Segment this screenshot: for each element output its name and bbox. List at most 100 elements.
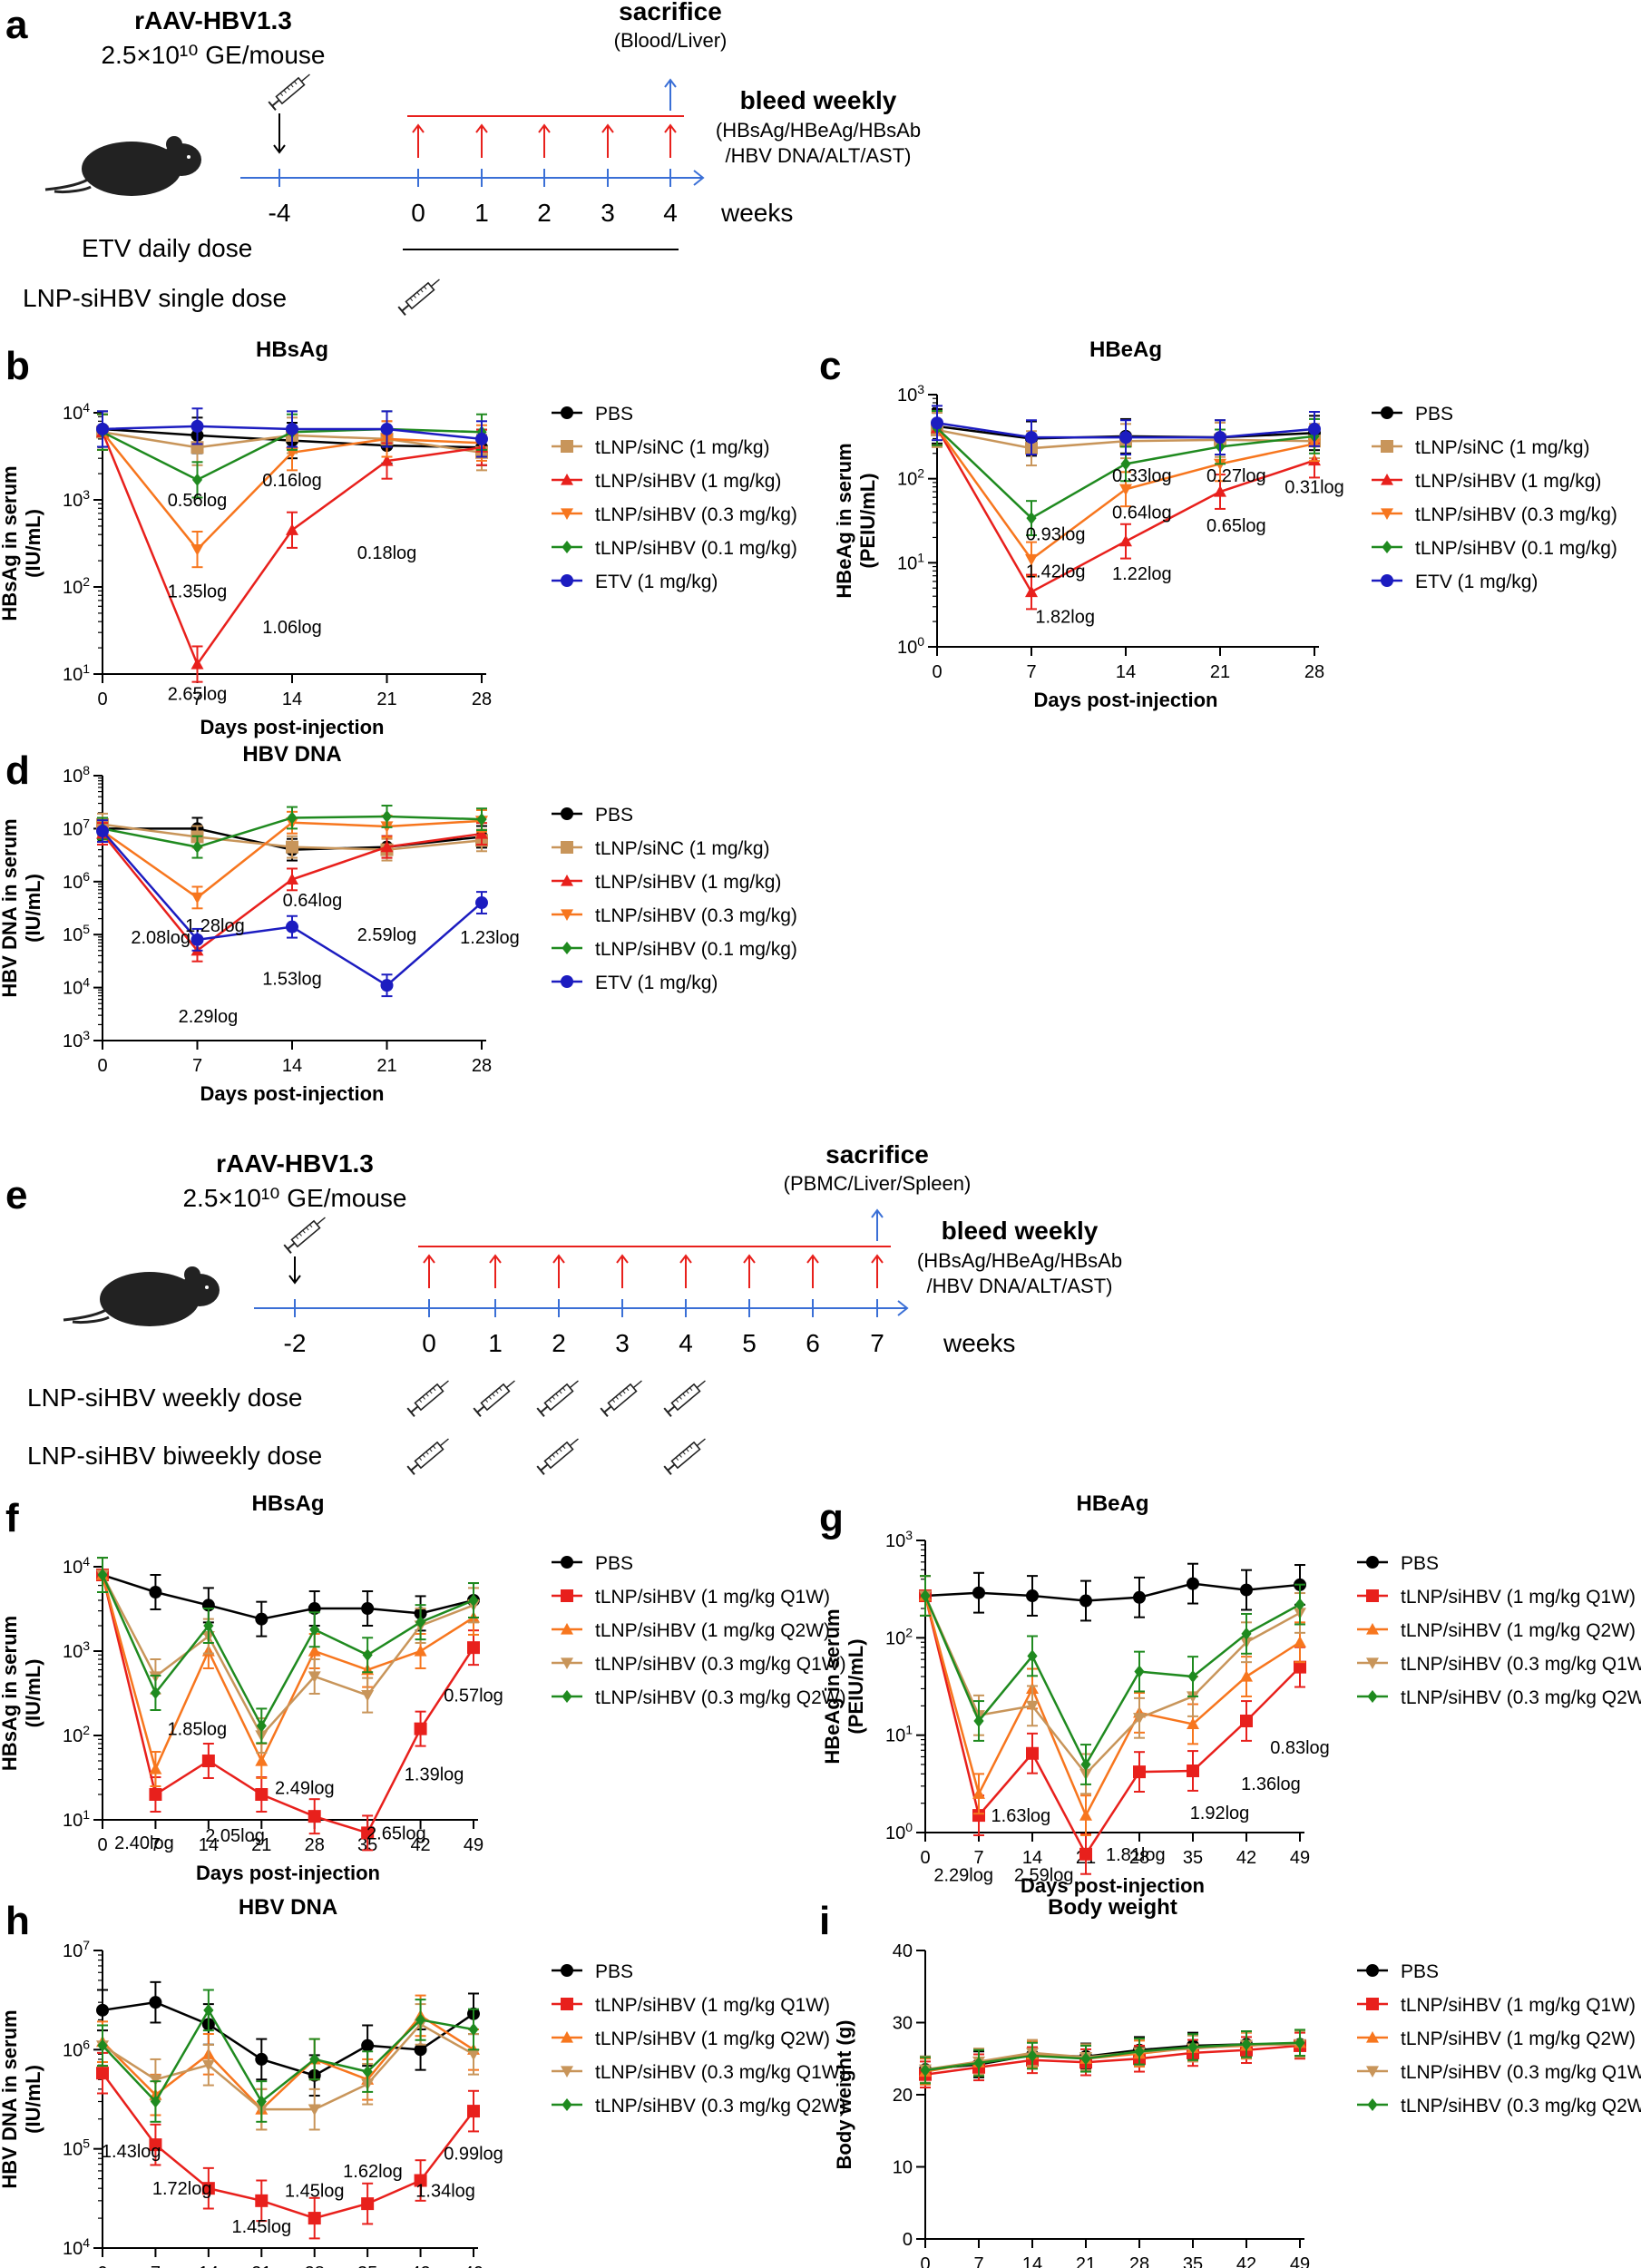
data-point <box>1294 1598 1305 1611</box>
annotation-label: 1.42log <box>1026 562 1086 582</box>
x-tick-label: 28 <box>305 1835 325 1855</box>
x-tick-label: 35 <box>1183 2254 1203 2268</box>
data-point <box>1241 2038 1252 2051</box>
sacrifice-label: sacrifice <box>619 0 722 25</box>
data-point <box>1240 1583 1253 1597</box>
data-point <box>1366 1623 1379 1635</box>
y-tick-label: 101 <box>63 1807 90 1831</box>
lnp-label: LNP-siHBV single dose <box>23 284 287 312</box>
legend-label: tLNP/siHBV (0.3 mg/kg Q1W) <box>595 1654 846 1675</box>
x-tick-label: 7 <box>973 2254 983 2268</box>
data-point <box>380 455 394 466</box>
x-tick-label: 21 <box>376 689 396 709</box>
data-point <box>308 1645 321 1657</box>
virus-label: rAAV-HBV1.3 <box>134 6 292 34</box>
syringe-mark <box>626 1387 630 1392</box>
data-point <box>1080 2052 1091 2066</box>
legend-item: tLNP/siHBV (0.3 mg/kg Q2W) <box>552 2096 846 2116</box>
data-point <box>1187 1577 1199 1590</box>
syringe-needle <box>439 1438 449 1447</box>
legend-label: tLNP/siHBV (0.3 mg/kg Q2W) <box>1401 2096 1641 2116</box>
timeline-tick-label: 3 <box>615 1329 630 1357</box>
legend-item: tLNP/siNC (1 mg/kg) <box>1372 437 1590 458</box>
chart-title: HBV DNA <box>239 1895 337 1920</box>
data-point <box>562 1690 572 1703</box>
syringe-plunger <box>410 1463 419 1471</box>
syringe-mark <box>552 1454 555 1458</box>
series-line <box>101 1574 474 1729</box>
annotation-label: 1.35log <box>168 582 228 601</box>
legend-item: PBS <box>552 805 633 826</box>
legend-item: tLNP/siHBV (0.3 mg/kg Q1W) <box>1357 1654 1641 1675</box>
timeline-tick-label: 4 <box>679 1329 693 1357</box>
series-line <box>102 2008 474 2104</box>
sacrifice-arrow-head <box>664 78 677 88</box>
data-point <box>561 440 573 453</box>
x-tick-label: 28 <box>1129 2254 1149 2268</box>
syringe-mark <box>548 1399 552 1403</box>
legend-item: tLNP/siHBV (1 mg/kg Q1W) <box>552 1995 830 2016</box>
annotation-label: 1.45log <box>285 2182 345 2202</box>
y-tick-label: 104 <box>63 975 90 999</box>
bleed-sub-label-1: (HBsAg/HBeAg/HBsAb <box>716 119 921 142</box>
data-point <box>1080 1757 1091 1771</box>
dose-label: 2.5×10¹⁰ GE/mouse <box>182 1184 406 1212</box>
annotation-label: 1.82log <box>1035 607 1095 627</box>
y-tick-label: 100 <box>885 1820 913 1843</box>
injection-arrow-head <box>288 1275 301 1285</box>
legend: PBS tLNP/siHBV (1 mg/kg Q1W) tLNP/siHBV (1… <box>552 1961 846 2116</box>
bleed-arrow-head <box>616 1254 629 1264</box>
syringe-mark <box>689 1387 693 1392</box>
data-point <box>308 1671 321 1683</box>
x-tick-label: 28 <box>305 2263 325 2268</box>
syringe-mark <box>499 1387 503 1392</box>
data-point <box>562 541 572 553</box>
syringe-barrel <box>480 1383 511 1412</box>
x-tick-label: 35 <box>1183 1848 1203 1868</box>
x-tick-label: 7 <box>973 1848 983 1868</box>
chart-b: b HBsAg 101 102 103 104 0 7 14 21 28 Days post-inje… <box>0 337 797 738</box>
chart-g: gHBeAg10010110210307142128354249Days pos… <box>819 1491 1641 1897</box>
data-point <box>1133 1590 1146 1604</box>
data-point <box>1027 1649 1038 1663</box>
annotation-label: 1.36log <box>1241 1774 1301 1794</box>
legend-item: tLNP/siHBV (0.3 mg/kg Q1W) <box>552 2062 846 2083</box>
annotation-label: 1.06log <box>262 618 322 638</box>
timeline-tick-label: 3 <box>601 199 615 227</box>
y-tick-label: 106 <box>63 869 90 893</box>
y-tick-label: 101 <box>897 550 924 573</box>
mouse-tail <box>63 1306 110 1324</box>
timeline-tick-label: 7 <box>870 1329 884 1357</box>
timeline-tick-label: 2 <box>537 199 552 227</box>
bleed-arrow-head <box>679 1254 692 1264</box>
data-point <box>308 2104 321 2116</box>
legend-item: PBS <box>1372 404 1453 425</box>
data-point <box>286 873 298 885</box>
data-point <box>149 1763 162 1774</box>
legend-label: tLNP/siHBV (1 mg/kg) <box>1415 471 1601 492</box>
legend-item: ETV (1 mg/kg) <box>552 973 718 993</box>
annotation-label: 1.22log <box>1112 564 1172 584</box>
syringe-barrel <box>405 281 435 310</box>
legend-item: tLNP/siHBV (1 mg/kg) <box>552 872 781 893</box>
x-axis-label: Days post-injection <box>200 1082 385 1105</box>
data-point <box>414 1722 427 1735</box>
series-line <box>102 2000 474 2077</box>
series-line <box>923 1595 1301 1857</box>
data-point <box>1381 406 1393 419</box>
virus-syringe-icon <box>268 73 310 111</box>
data-point <box>361 1602 375 1616</box>
syringe-plunger <box>271 99 280 107</box>
data-point <box>920 2063 931 2077</box>
legend: PBS tLNP/siHBV (1 mg/kg Q1W) tLNP/siHBV (1… <box>552 1553 846 1708</box>
syringe-mark <box>433 1445 436 1450</box>
syringe-needle <box>439 1380 449 1389</box>
syringe-plunger-cap <box>473 1407 482 1417</box>
series-line <box>923 1595 1301 1819</box>
mouse-ear <box>184 1266 200 1283</box>
legend: PBS tLNP/siNC (1 mg/kg) tLNP/siHBV (1 mg/k… <box>1372 404 1617 592</box>
annotation-label: 1.92log <box>1190 1804 1250 1823</box>
syringe-mark <box>294 81 298 85</box>
data-point <box>1119 484 1132 496</box>
annotation-label: 2.40log <box>114 1833 174 1853</box>
